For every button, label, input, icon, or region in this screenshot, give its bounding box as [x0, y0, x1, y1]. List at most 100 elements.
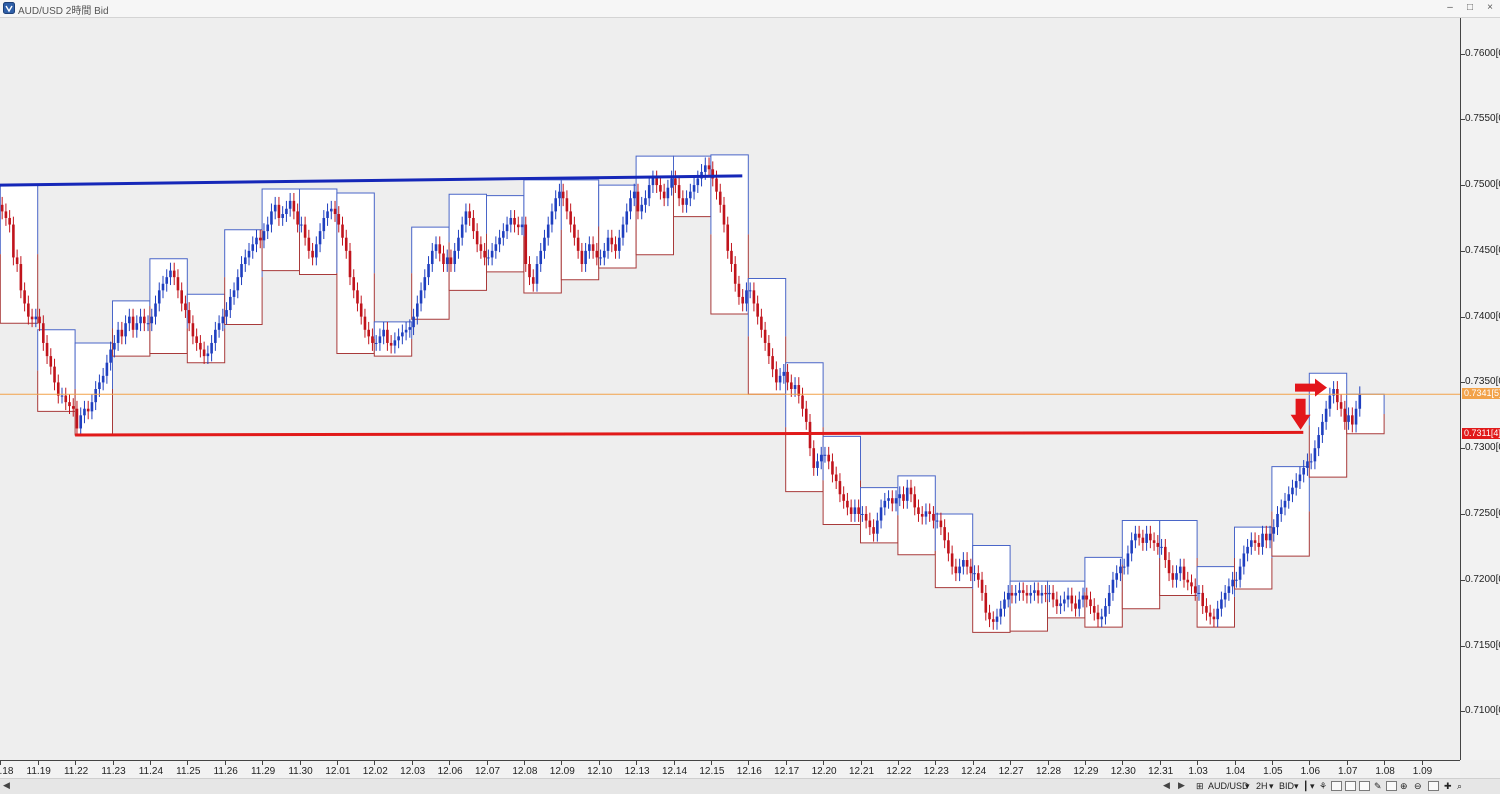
- symbol-selector[interactable]: AUD/USD: [1208, 781, 1249, 791]
- candle-body: [243, 257, 247, 265]
- x-tick: [411, 761, 413, 765]
- zoom-in-icon[interactable]: ⊕: [1400, 781, 1408, 791]
- candle-body: [1036, 590, 1040, 596]
- price-type-dropdown-icon[interactable]: ▾: [1294, 781, 1299, 791]
- x-tick-label: 12.07: [474, 766, 501, 777]
- chart-type-icon[interactable]: ┃: [1303, 781, 1309, 791]
- daily-range-bottom: [635, 205, 674, 256]
- symbol-dropdown-icon[interactable]: ▾: [1245, 781, 1250, 791]
- candle-body: [1216, 608, 1219, 620]
- x-tick: [449, 761, 451, 765]
- candle-body: [427, 264, 430, 278]
- new-window-icon[interactable]: [1345, 781, 1356, 791]
- candle-body: [240, 264, 243, 278]
- time-axis[interactable]: 11.18 11.19 11.22 11.23 11.24 11.25 11.26 11.29…: [0, 760, 1460, 779]
- candle-body: [1145, 533, 1148, 543]
- settings-icon[interactable]: [1428, 781, 1439, 791]
- candle-body: [573, 224, 576, 238]
- x-tick-label: 12.21: [848, 766, 875, 777]
- y-tick: [1461, 579, 1465, 581]
- candle-body: [1051, 592, 1055, 600]
- timeframe-selector[interactable]: 2H: [1256, 781, 1268, 791]
- zoom-out-icon[interactable]: ⊖: [1414, 781, 1422, 791]
- candle-body: [580, 250, 584, 265]
- template-icon[interactable]: [1386, 781, 1397, 791]
- candle-body: [782, 371, 786, 376]
- x-tick-label: 11.24: [138, 766, 164, 777]
- candle-body: [707, 165, 711, 170]
- magnifier-icon[interactable]: ⌕: [1457, 781, 1463, 791]
- candle-body: [1040, 592, 1044, 596]
- candle-body: [113, 342, 116, 350]
- candle-body: [352, 277, 356, 291]
- candle-body: [487, 257, 490, 259]
- y-tick-label: 0.7150[0]: [1465, 639, 1500, 651]
- candle-body: [535, 264, 539, 284]
- candle-body: [838, 481, 842, 495]
- candle-body: [864, 513, 868, 521]
- candle-body: [255, 237, 258, 245]
- candle-body: [229, 296, 232, 311]
- candle-body: [644, 198, 647, 205]
- minimize-button[interactable]: –: [1447, 2, 1453, 13]
- y-tick: [1461, 513, 1465, 515]
- price-chart[interactable]: [0, 18, 1460, 760]
- crosshair-icon[interactable]: ✚: [1444, 781, 1452, 791]
- maximize-button[interactable]: □: [1466, 2, 1474, 13]
- candle-body: [988, 612, 991, 620]
- timeframe-dropdown-icon[interactable]: ▾: [1269, 781, 1274, 791]
- candle-body: [1294, 481, 1298, 488]
- y-tick: [1461, 53, 1465, 55]
- candle-body: [475, 231, 479, 245]
- chart-type-dropdown-icon[interactable]: ▾: [1310, 781, 1315, 791]
- x-tick-label: 12.08: [512, 766, 538, 777]
- candle-body: [1096, 612, 1100, 620]
- add-chart-icon[interactable]: [1331, 781, 1342, 791]
- layout-icon[interactable]: [1359, 781, 1370, 791]
- daily-range-bottom: [186, 328, 226, 364]
- daily-range-box: [1084, 557, 1123, 628]
- x-tick-label: 1.03: [1188, 766, 1208, 777]
- candle-body: [632, 191, 636, 199]
- y-tick: [1461, 448, 1465, 450]
- candle-body: [984, 592, 988, 613]
- candle-body: [775, 369, 778, 383]
- candle-body: [801, 395, 804, 409]
- scroll-left-end-icon[interactable]: ◀: [1163, 780, 1170, 790]
- y-tick: [1461, 119, 1465, 121]
- candle-body: [617, 237, 621, 251]
- x-tick-label: 12.06: [437, 766, 463, 777]
- candle-body: [1354, 408, 1358, 425]
- drawing-tool-icon[interactable]: ✎: [1374, 781, 1382, 791]
- candle-body: [1100, 616, 1104, 620]
- candle-body: [831, 461, 834, 475]
- candle-body: [262, 231, 266, 241]
- candle-body: [71, 406, 75, 409]
- daily-range-bottom: [1009, 606, 1048, 632]
- close-button[interactable]: ×: [1487, 2, 1493, 13]
- candle-body: [1010, 592, 1014, 596]
- candle-body: [917, 507, 920, 514]
- x-tick-label: 12.27: [998, 766, 1024, 777]
- x-tick: [1309, 761, 1311, 765]
- candle-body: [991, 619, 995, 622]
- candle-body: [823, 454, 827, 456]
- candle-body: [883, 500, 887, 508]
- candle-body: [689, 191, 692, 199]
- scroll-right-icon[interactable]: ▶: [1178, 780, 1185, 790]
- scroll-left-icon[interactable]: ◀: [3, 780, 10, 790]
- x-tick-label: 1.09: [1412, 766, 1433, 777]
- candle-body: [606, 237, 610, 251]
- indicator-icon[interactable]: ⚘: [1319, 781, 1328, 791]
- candle-body: [270, 211, 273, 225]
- candle-body: [849, 507, 853, 514]
- x-tick-label: 12.10: [587, 766, 613, 777]
- price-type-selector[interactable]: BID: [1279, 781, 1295, 791]
- candle-body: [524, 224, 528, 265]
- candle-body: [857, 507, 860, 514]
- candle-body: [558, 191, 561, 199]
- x-tick-label: 12.24: [961, 766, 987, 777]
- daily-range-top: [785, 362, 824, 428]
- price-axis[interactable]: 0.7600[0] 0.7550[0] 0.7500[0] 0.7450[0] 0.74…: [1460, 18, 1500, 760]
- candle-body: [958, 566, 961, 574]
